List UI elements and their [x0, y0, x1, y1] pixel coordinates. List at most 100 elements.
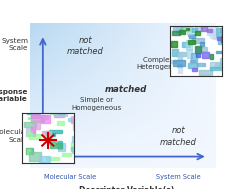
Text: Molecular Scale: Molecular Scale	[44, 174, 97, 180]
Bar	[66, 143, 70, 146]
Bar	[59, 145, 64, 151]
Bar	[187, 33, 197, 42]
Bar	[47, 124, 56, 130]
Bar	[205, 22, 217, 28]
Bar	[222, 26, 234, 28]
Bar	[49, 123, 58, 131]
Bar	[207, 49, 215, 55]
Bar	[65, 113, 77, 119]
Bar	[43, 151, 55, 158]
Bar	[176, 56, 180, 60]
Bar	[204, 41, 211, 45]
Bar	[193, 38, 201, 44]
Bar	[212, 44, 225, 50]
Bar	[187, 33, 190, 43]
Bar	[198, 29, 206, 39]
Bar	[218, 40, 223, 46]
Bar	[171, 29, 184, 36]
Bar	[174, 43, 181, 52]
Bar	[62, 146, 72, 154]
Bar	[221, 49, 228, 54]
Bar	[29, 129, 32, 135]
Text: not
matched: not matched	[67, 36, 104, 56]
Bar	[184, 31, 190, 37]
Text: Simple or
Homogeneous: Simple or Homogeneous	[71, 97, 122, 111]
Bar	[186, 51, 195, 56]
Bar	[25, 115, 29, 118]
Bar	[203, 65, 216, 74]
Bar	[48, 108, 60, 115]
Text: Complex or
Heterogeneous: Complex or Heterogeneous	[137, 57, 190, 70]
Bar	[184, 29, 189, 33]
Bar	[30, 115, 39, 123]
Bar	[186, 41, 189, 46]
Bar	[204, 26, 216, 32]
Bar	[186, 53, 190, 57]
Bar	[190, 51, 197, 58]
Bar	[53, 153, 59, 157]
Bar	[69, 132, 75, 135]
Bar	[189, 71, 194, 75]
Bar	[199, 64, 208, 67]
Bar	[195, 49, 201, 53]
Bar	[219, 38, 224, 44]
Bar	[193, 61, 196, 70]
Bar	[182, 30, 188, 38]
Bar	[183, 28, 188, 35]
Bar	[176, 58, 182, 61]
Bar	[70, 115, 75, 118]
Bar	[34, 138, 45, 148]
Bar	[170, 64, 179, 70]
Bar	[32, 150, 37, 157]
Bar	[37, 141, 44, 147]
Bar	[194, 60, 198, 69]
Bar	[38, 125, 41, 130]
Bar	[210, 53, 222, 58]
Bar	[27, 145, 34, 150]
Text: System Scale: System Scale	[156, 174, 201, 180]
Bar	[194, 34, 204, 42]
Bar	[217, 35, 227, 43]
Bar	[36, 131, 43, 139]
Bar	[196, 45, 202, 48]
Bar	[185, 62, 190, 67]
Bar	[23, 133, 36, 137]
Bar	[59, 134, 61, 144]
Text: Response
Variable: Response Variable	[0, 89, 28, 102]
Bar	[218, 37, 227, 42]
Bar	[32, 126, 45, 134]
Text: System
Scale: System Scale	[1, 38, 28, 51]
Bar	[38, 124, 49, 128]
Bar	[195, 25, 200, 33]
Bar	[29, 148, 41, 152]
Text: matched: matched	[105, 85, 147, 94]
Bar	[178, 62, 182, 65]
Text: Molecular
Scale: Molecular Scale	[0, 129, 28, 143]
Bar	[60, 133, 64, 136]
Bar	[72, 111, 80, 116]
Text: not
matched: not matched	[160, 126, 196, 147]
Bar	[199, 64, 210, 68]
Bar	[31, 123, 38, 132]
Bar	[192, 39, 198, 48]
Bar	[200, 51, 204, 58]
Bar	[43, 148, 49, 157]
Bar	[44, 148, 52, 152]
Bar	[42, 155, 47, 158]
Bar	[184, 63, 190, 68]
Bar	[42, 139, 49, 149]
Bar	[59, 135, 64, 145]
Bar	[196, 51, 203, 56]
Text: Descriptor Variable(s): Descriptor Variable(s)	[79, 186, 174, 189]
Bar	[208, 61, 219, 66]
Bar	[47, 124, 49, 131]
Bar	[24, 153, 34, 160]
Bar	[44, 126, 51, 132]
Bar	[193, 71, 203, 75]
Bar	[185, 39, 195, 45]
Bar	[213, 60, 218, 64]
Bar	[208, 18, 220, 27]
Bar	[183, 35, 189, 40]
Bar	[54, 134, 60, 137]
Bar	[190, 28, 196, 36]
